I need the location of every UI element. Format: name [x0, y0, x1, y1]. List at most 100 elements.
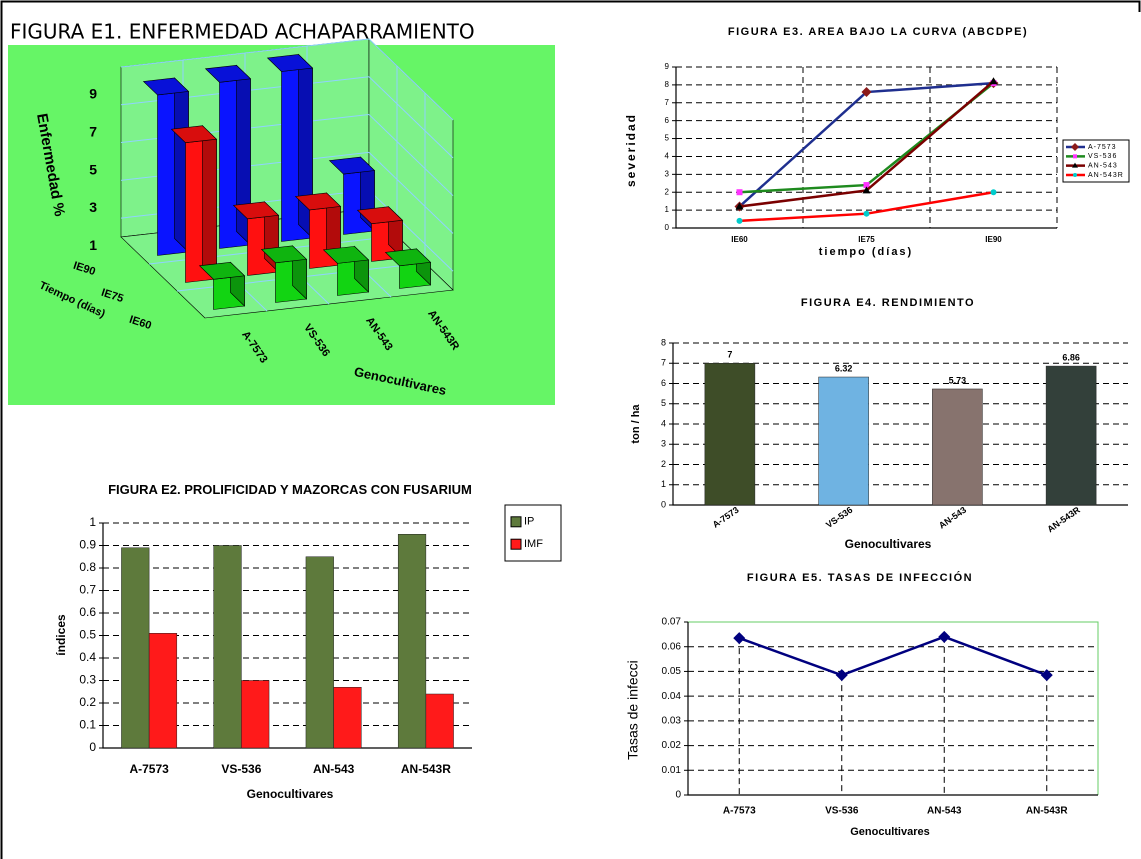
- y-tick-label: 0.8: [79, 560, 96, 574]
- bar: [333, 687, 362, 749]
- chart-title: FIGURA E2. PROLIFICIDAD Y MAZORCAS CON F…: [108, 482, 472, 497]
- y-tick-label: 1: [89, 237, 97, 253]
- y-tick-label: 0.2: [79, 695, 96, 709]
- legend-label: A-7573: [1088, 144, 1117, 151]
- y-tick-label: 8: [661, 337, 666, 347]
- data-label: 6.86: [1062, 352, 1080, 362]
- y-tick-label: 0.7: [79, 583, 96, 597]
- bar-side: [202, 125, 217, 280]
- bar-top: [204, 64, 252, 83]
- bar-3d: [384, 248, 432, 289]
- grid-line: [368, 38, 454, 121]
- grid-line: [368, 151, 454, 234]
- y-tick-label: 4: [661, 418, 666, 428]
- bar: [818, 376, 869, 506]
- bar: [704, 363, 756, 506]
- bar: [241, 680, 270, 749]
- y-tick-label: 7: [89, 123, 97, 139]
- x-tick-label: VS-536: [221, 762, 261, 776]
- x-tick-label: IE75: [858, 235, 875, 244]
- x-tick-label: AN-543: [313, 762, 355, 776]
- y-tick-label: 1: [665, 205, 670, 214]
- bar-top: [170, 125, 218, 144]
- legend-label: AN-543R: [1088, 172, 1124, 179]
- y-tick-label: 0.05: [662, 666, 682, 677]
- y-axis-title: índices: [54, 614, 68, 656]
- data-label: 6.32: [835, 363, 853, 373]
- y-tick-label: 3: [89, 199, 97, 215]
- bar-top: [294, 192, 342, 211]
- y-tick-label: 3: [665, 169, 670, 178]
- bar-top: [260, 245, 308, 264]
- bar-top: [232, 201, 280, 220]
- bar: [1045, 365, 1097, 506]
- y-tick-label: 0.5: [79, 628, 96, 642]
- marker: [863, 182, 870, 189]
- x-tick-label: A-7573: [723, 806, 756, 817]
- x-axis-title: Genocultivares: [247, 787, 334, 801]
- bar: [121, 547, 150, 749]
- y-tick-label: 7: [665, 98, 670, 107]
- y-tick-label: 1: [661, 479, 666, 489]
- x-axis-title: tiempo (días): [819, 246, 913, 258]
- bar: [305, 556, 334, 749]
- y-tick-label: 0: [665, 223, 670, 232]
- bar-top: [384, 248, 432, 267]
- y-tick-label: 6: [665, 116, 670, 125]
- y-tick-label: 0.04: [662, 691, 682, 702]
- y-tick-label: 5: [661, 398, 666, 408]
- legend-label: IMF: [524, 538, 543, 550]
- y-tick-label: 3: [661, 439, 666, 449]
- grid-line: [368, 189, 454, 272]
- title-box: FIGURA E2. PROLIFICIDAD Y MAZORCAS CON F…: [108, 482, 472, 497]
- y-tick-label: 0: [675, 790, 681, 801]
- marker: [1073, 173, 1077, 177]
- y-tick-label: 0.06: [662, 641, 682, 652]
- bar-top: [356, 206, 404, 225]
- bar: [148, 633, 178, 749]
- x-axis-title: Genocultivares: [845, 537, 932, 551]
- line: [738, 635, 1048, 677]
- bar-3d: [260, 245, 308, 303]
- bar-3d: [170, 125, 218, 283]
- grid-line: [368, 114, 454, 196]
- chart-title: FIGURA E1. ENFERMEDAD ACHAPARRAMIENTO: [10, 20, 475, 44]
- marker: [1072, 162, 1078, 168]
- bar-top: [328, 156, 376, 175]
- x-tick-label: AN-543R: [1026, 806, 1068, 817]
- x-tick-label: VS-536: [825, 806, 859, 817]
- marker: [989, 77, 998, 85]
- axis-line: [675, 67, 1057, 229]
- data-label: 7: [727, 350, 732, 360]
- y-axis-title: Tasas de infecci: [625, 660, 641, 760]
- y-tick-label: 0.07: [662, 617, 682, 628]
- y-tick-label: 0.3: [79, 673, 96, 687]
- marker: [1040, 669, 1053, 682]
- marker: [1073, 154, 1077, 159]
- marker: [735, 202, 744, 210]
- bar-top: [322, 246, 370, 264]
- bar: [397, 534, 427, 749]
- y-tick-label: 5: [665, 134, 670, 143]
- y-axis-title: severidad: [624, 113, 638, 187]
- chart-title: FIGURA E4. RENDIMIENTO: [801, 297, 975, 309]
- y-tick-label: 0.6: [79, 605, 96, 619]
- grid-line: [368, 76, 454, 159]
- y-tick-label: 0.03: [662, 715, 682, 726]
- y-tick-label: 5: [89, 161, 97, 177]
- y-tick-label: 7: [661, 358, 666, 368]
- y-axis-title: ton / ha: [630, 404, 642, 444]
- bar-top: [198, 261, 246, 280]
- plot-frame: [688, 621, 1099, 795]
- legend-box: [504, 504, 562, 562]
- marker: [733, 632, 746, 645]
- y-tick-label: 0.01: [662, 765, 682, 776]
- x-tick-label: AN-543R: [401, 762, 451, 776]
- y-tick-label: 0.1: [79, 718, 96, 732]
- legend-label: IP: [524, 516, 534, 528]
- y-tick-label: 9: [665, 62, 670, 71]
- marker: [863, 210, 870, 217]
- marker: [1071, 143, 1079, 151]
